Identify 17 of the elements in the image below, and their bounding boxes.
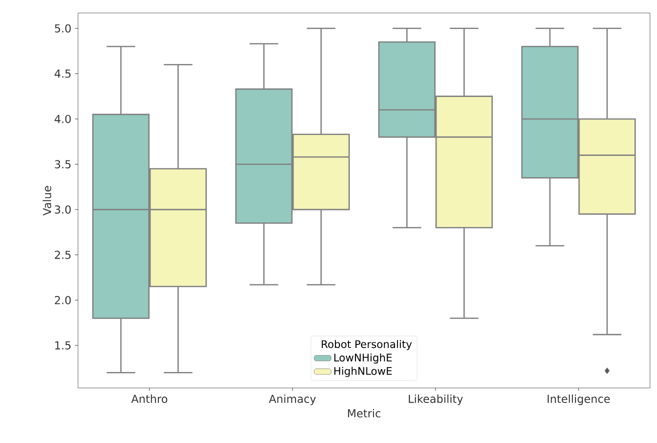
y-tick-label: 4.5 xyxy=(54,70,71,78)
y-tick-label: 3.5 xyxy=(54,160,71,168)
legend-title: Robot Personality xyxy=(322,340,412,350)
y-tick-label: 4.0 xyxy=(54,114,71,124)
x-tick-label: Likeability xyxy=(408,394,463,406)
y-tick-label: 2.5 xyxy=(54,250,71,259)
y-tick-label: 1.5 xyxy=(55,341,71,350)
legend-label: HighNLowE xyxy=(334,366,392,377)
y-tick-label: 3.0 xyxy=(54,205,71,214)
y-axis-title: Value xyxy=(42,186,52,216)
y-tick-label: 2.0 xyxy=(54,296,71,304)
legend-label: LowNHighE xyxy=(334,353,392,364)
x-tick-label: Intelligence xyxy=(548,394,610,406)
x-axis-title: Metric xyxy=(348,408,380,418)
x-tick-label: Animacy xyxy=(268,394,316,406)
x-tick-label: Anthro xyxy=(131,394,168,403)
y-tick-label: 5.0 xyxy=(54,24,71,33)
